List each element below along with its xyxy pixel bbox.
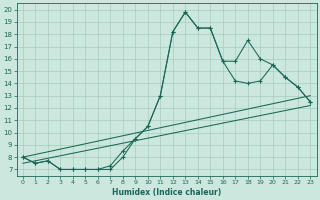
X-axis label: Humidex (Indice chaleur): Humidex (Indice chaleur) xyxy=(112,188,221,197)
